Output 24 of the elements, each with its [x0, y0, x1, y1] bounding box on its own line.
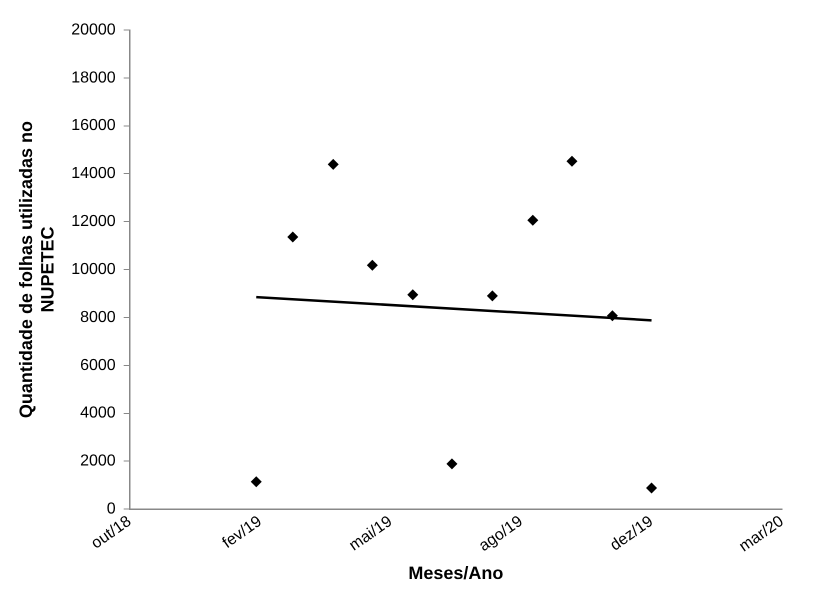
y-tick-label: 2000 — [80, 452, 116, 470]
point — [366, 260, 378, 271]
point — [446, 458, 458, 470]
point — [250, 476, 262, 488]
point — [566, 156, 578, 167]
point — [328, 158, 339, 170]
point — [486, 290, 498, 302]
y-tick-label: 4000 — [80, 404, 116, 422]
y-tick-label: 14000 — [71, 165, 116, 182]
point — [527, 214, 538, 226]
y-tick-label: 16000 — [71, 117, 116, 134]
y-tick-label: 0 — [106, 500, 116, 518]
point — [646, 482, 658, 494]
point — [287, 231, 298, 242]
y-tick-label: 6000 — [80, 356, 116, 374]
x-axis-title: Meses/Ano — [408, 563, 504, 584]
y-tick-label: 10000 — [71, 260, 116, 278]
y-tick-label: 18000 — [71, 69, 116, 86]
y-axis-title: Quantidade de folhas utilizadas no NUPETEC — [16, 121, 58, 418]
point — [606, 310, 618, 322]
y-tick-label: 12000 — [71, 213, 116, 230]
y-tick-label: 20000 — [71, 21, 116, 38]
y-tick-label: 8000 — [80, 308, 116, 326]
point — [407, 289, 418, 300]
